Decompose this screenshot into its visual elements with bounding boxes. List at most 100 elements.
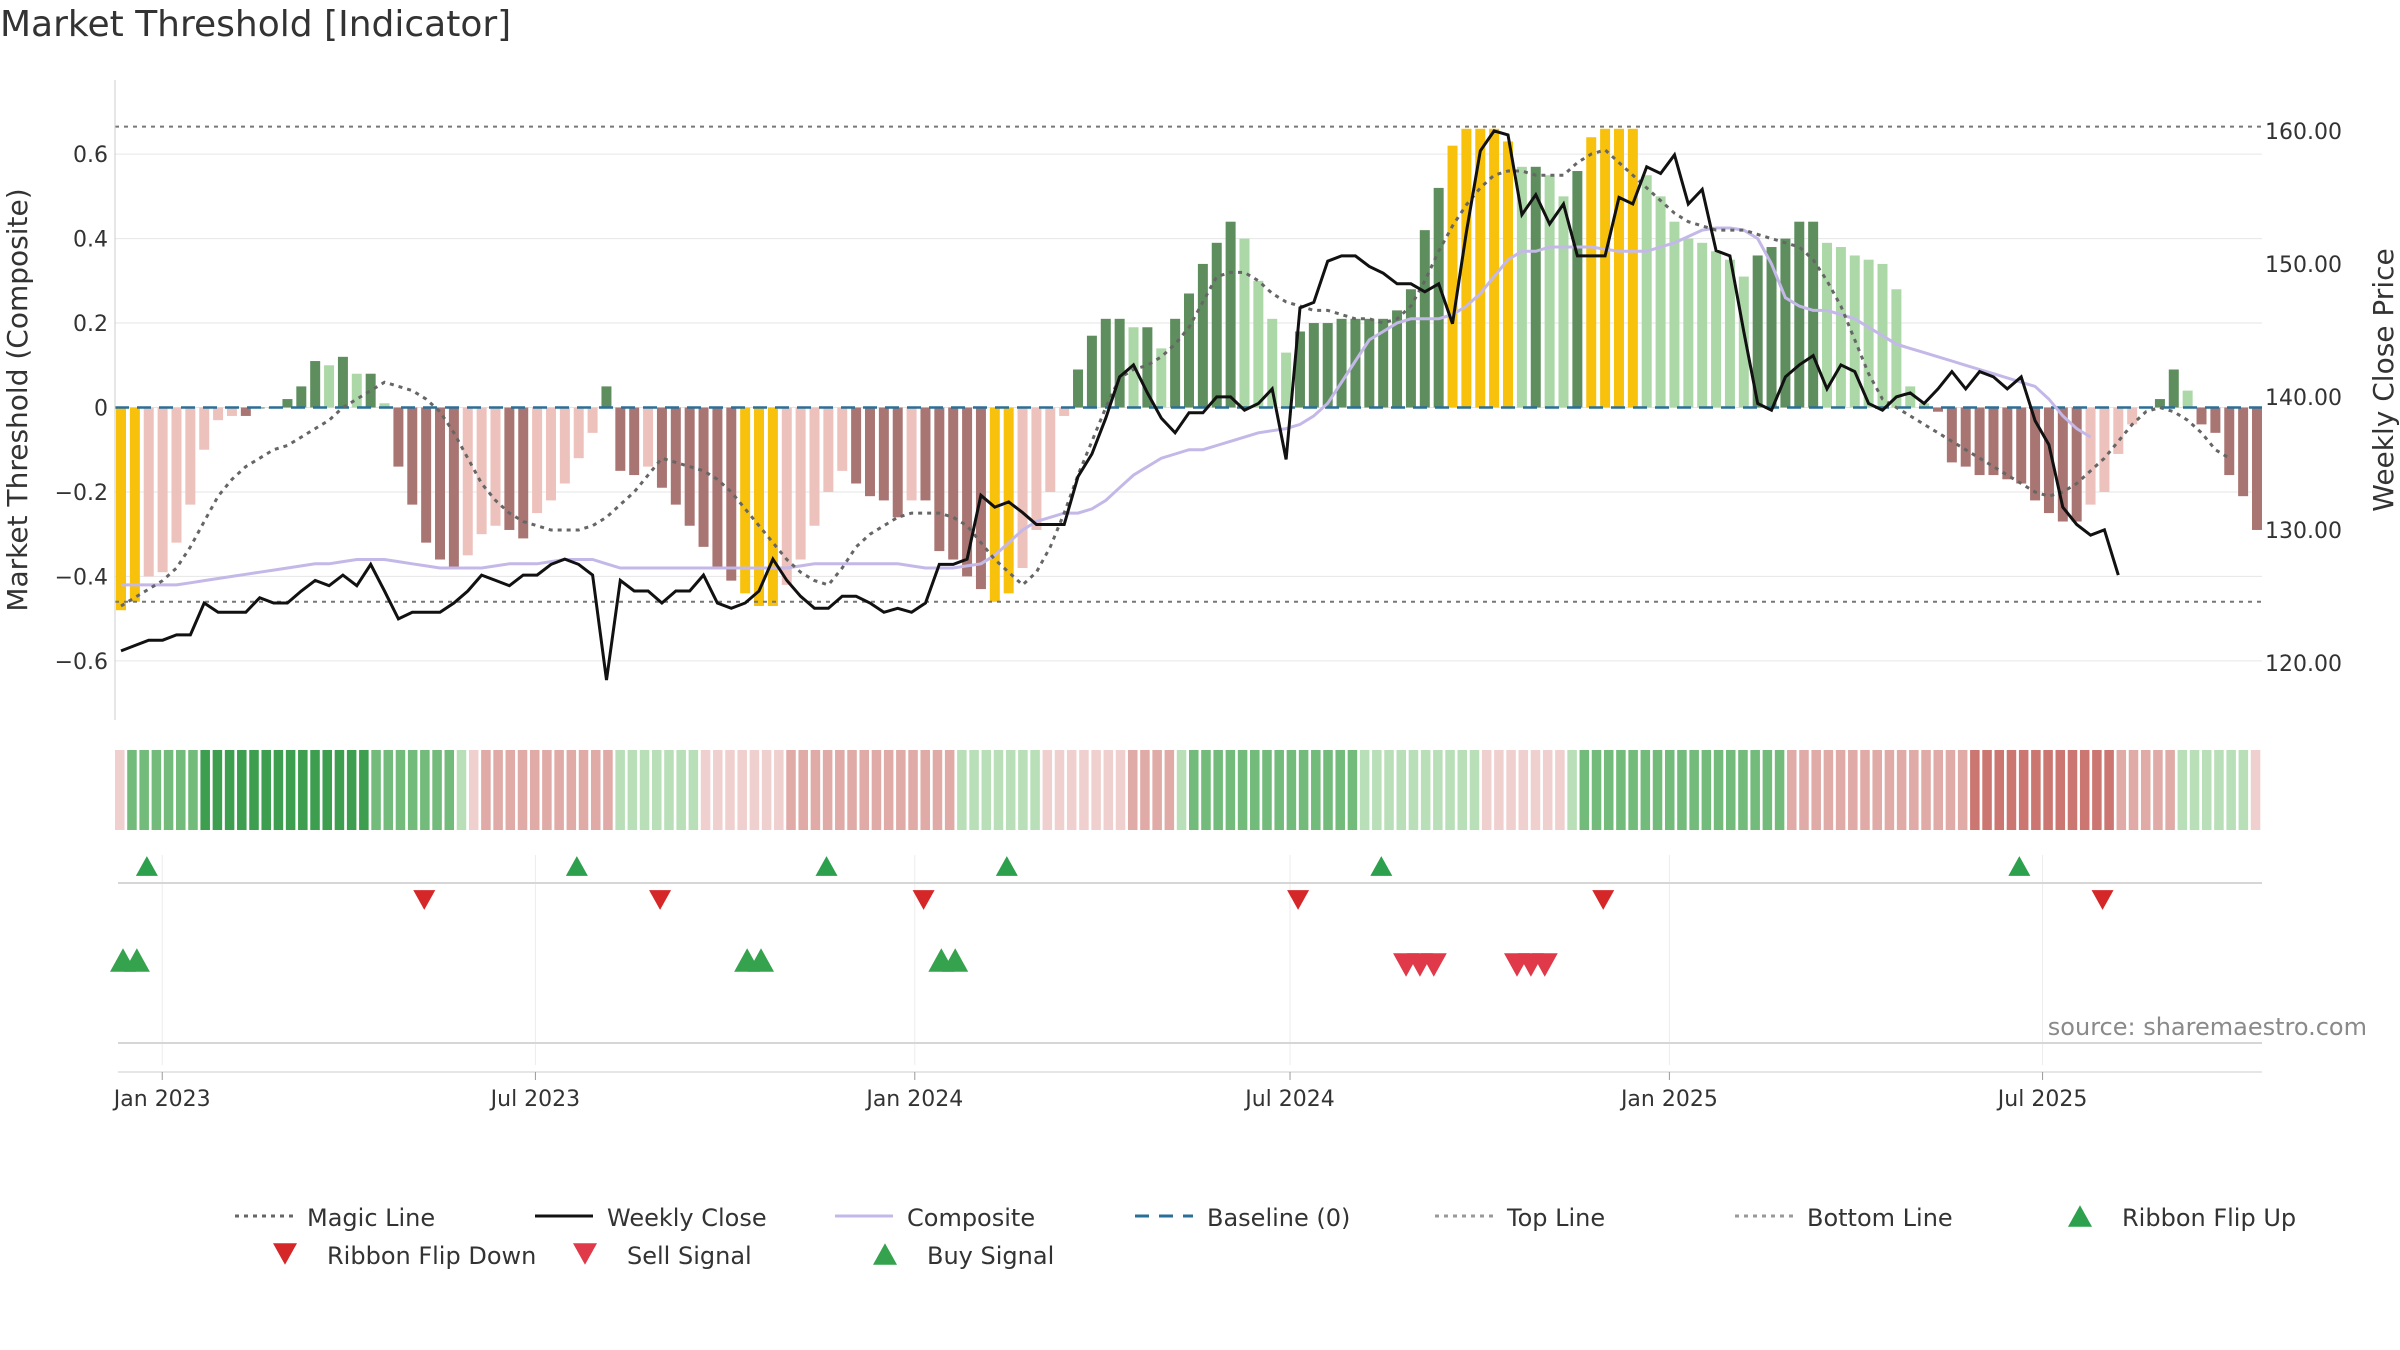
ribbon-cell: [2043, 750, 2053, 830]
ribbon-flip-down-marker: [649, 890, 672, 910]
ribbon-cell: [444, 750, 455, 830]
histogram-bar: [1211, 242, 1222, 408]
histogram-bar: [2002, 407, 2013, 480]
legend-label: Baseline (0): [1207, 1204, 1350, 1232]
ribbon-cell: [1811, 750, 1821, 830]
ribbon-cell: [285, 750, 296, 830]
ribbon-cell: [1738, 750, 1748, 830]
histogram-bar: [157, 407, 168, 573]
histogram-bar: [337, 356, 348, 408]
ribbon-cell: [1030, 750, 1040, 830]
ribbon-cell: [542, 750, 552, 830]
ribbon-cell: [1957, 750, 1968, 830]
histogram-bar: [324, 365, 335, 408]
histogram-bar: [282, 399, 293, 408]
legend-label: Bottom Line: [1807, 1204, 1953, 1232]
ribbon-flip-up-marker: [565, 856, 588, 876]
x-tick-label: Jan 2023: [112, 1087, 211, 1112]
histogram-bar: [2154, 399, 2165, 408]
ribbon-flip-markers: [118, 856, 2262, 910]
buy-signal-marker: [123, 948, 150, 972]
ribbon-cell: [932, 750, 943, 830]
histogram-bar: [1530, 166, 1541, 408]
ribbon-cell: [261, 750, 271, 830]
buy-signal-marker: [942, 948, 969, 972]
ribbon-cell: [237, 750, 247, 830]
ribbon-cell: [1189, 750, 1199, 830]
histogram-bar: [2168, 369, 2179, 408]
legend-item: Buy Signal: [873, 1242, 1054, 1270]
histogram-bar: [1627, 128, 1638, 408]
ribbon-cell: [2067, 750, 2078, 830]
histogram-bar: [2127, 407, 2138, 425]
ribbon-cell: [1701, 750, 1712, 830]
legend-item: Bottom Line: [1735, 1204, 1953, 1232]
legend-item: Ribbon Flip Up: [2068, 1204, 2296, 1232]
ribbon-cell: [151, 750, 162, 830]
axes: 0.6 0.4 0.2 0 −0.2 −0.4 −0.6 160.00 150.00 140.00…: [55, 80, 2342, 720]
ribbon-cell: [176, 750, 186, 830]
weekly-close-line: [120, 129, 2120, 681]
legend-label: Weekly Close: [607, 1204, 767, 1232]
ribbon-cell: [1762, 750, 1773, 830]
ribbon-cell: [1970, 750, 1980, 830]
histogram-bar: [878, 407, 889, 501]
histogram-bar: [559, 407, 570, 484]
ribbon-cell: [1469, 750, 1480, 830]
ribbon-cell: [920, 750, 931, 830]
ribbon-cell: [2177, 750, 2188, 830]
histogram-bar: [726, 407, 737, 581]
ribbon-cell: [786, 750, 796, 830]
ribbon-cell: [1103, 750, 1114, 830]
y-right-tick-label: 160.00: [2265, 120, 2342, 145]
ribbon-cell: [676, 750, 686, 830]
legend-item: Top Line: [1435, 1204, 1605, 1232]
ribbon-cell: [1152, 750, 1162, 830]
histogram-bar: [948, 407, 959, 560]
histogram-bar: [712, 407, 723, 568]
histogram-bar: [851, 407, 862, 484]
histogram-bar: [2057, 407, 2068, 522]
grid-lines: [115, 153, 2262, 1065]
ribbon-cell: [1115, 750, 1126, 830]
sell-signal-marker: [1531, 953, 1558, 977]
ribbon-cell: [1555, 750, 1565, 830]
histogram-bar: [1683, 238, 1694, 408]
legend-item: Sell Signal: [573, 1242, 752, 1270]
ribbon-cell: [1628, 750, 1638, 830]
ribbon-cell: [1445, 750, 1455, 830]
ribbon-cell: [615, 750, 625, 830]
histogram-bar: [1641, 175, 1652, 408]
legend: Magic Line Weekly Close Composite Baseline …: [235, 1204, 2296, 1270]
ribbon-cell: [1359, 750, 1370, 830]
histogram-bar: [698, 407, 709, 547]
histogram-bar: [129, 407, 140, 602]
y-axis-right-label: Weekly Close Price: [2367, 248, 2400, 511]
ribbon-cell: [1591, 750, 1602, 830]
ribbon-cell: [737, 750, 747, 830]
ribbon-flip-down-marker: [413, 890, 436, 910]
histogram-bar: [1475, 128, 1486, 408]
ribbon-cell: [1640, 750, 1651, 830]
histogram-bar: [2113, 407, 2124, 454]
histogram-bar: [601, 386, 612, 408]
signal-markers: [110, 948, 2262, 1044]
histogram-bar: [1322, 323, 1333, 408]
x-tick-label: Jul 2024: [1243, 1087, 1335, 1112]
ribbon-cell: [1994, 750, 2005, 830]
ribbon-cell: [578, 750, 589, 830]
y-left-tick-label: 0: [94, 397, 108, 422]
ribbon-cell: [835, 750, 845, 830]
histogram-bar: [1974, 407, 1985, 476]
histogram-bar: [185, 407, 196, 505]
ribbon-cell: [969, 750, 979, 830]
legend-label: Composite: [907, 1204, 1035, 1232]
ribbon-cell: [115, 750, 125, 830]
ribbon-cell: [554, 750, 564, 830]
ribbon-cell: [957, 750, 967, 830]
histogram-bar: [823, 407, 834, 492]
histogram-bar: [767, 407, 778, 606]
histogram-bar: [1891, 289, 1902, 408]
histogram-bar: [1392, 310, 1403, 408]
y-right-tick-label: 130.00: [2265, 519, 2342, 544]
